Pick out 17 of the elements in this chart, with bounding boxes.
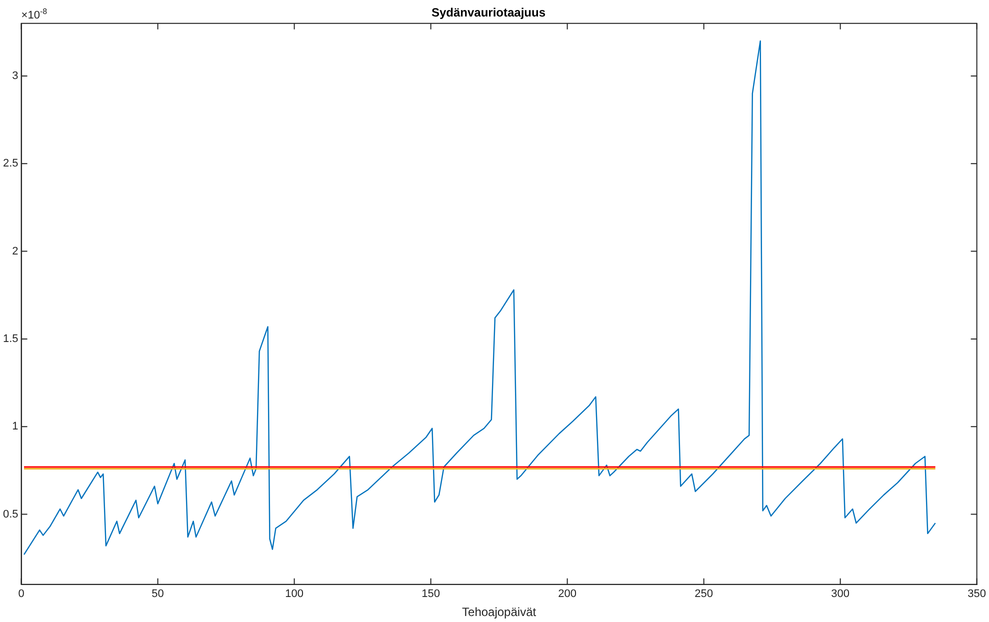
- x-tick-label: 150: [422, 588, 440, 600]
- x-tick-label: 200: [558, 588, 576, 600]
- x-tick-label: 250: [694, 588, 713, 600]
- x-tick-label: 0: [18, 588, 24, 600]
- y-tick-label: 3: [12, 70, 18, 82]
- y-tick-label: 0.5: [2, 508, 18, 520]
- x-axis-title: Tehoajopäivät: [462, 605, 537, 620]
- y-tick-label: 1.5: [2, 332, 18, 345]
- y-tick-label: 2: [12, 245, 18, 258]
- y-tick-label: 1: [12, 420, 18, 433]
- x-tick-label: 100: [285, 588, 304, 600]
- text: ×10$^{-8}$: [21, 7, 48, 22]
- x-tick-label: 50: [152, 588, 164, 600]
- x-tick-label: 350: [968, 588, 986, 600]
- chart-title: Sydänvauriotaajuus: [431, 6, 546, 20]
- x-tick-label: 300: [831, 588, 850, 600]
- y-tick-label: 2.5: [2, 158, 18, 170]
